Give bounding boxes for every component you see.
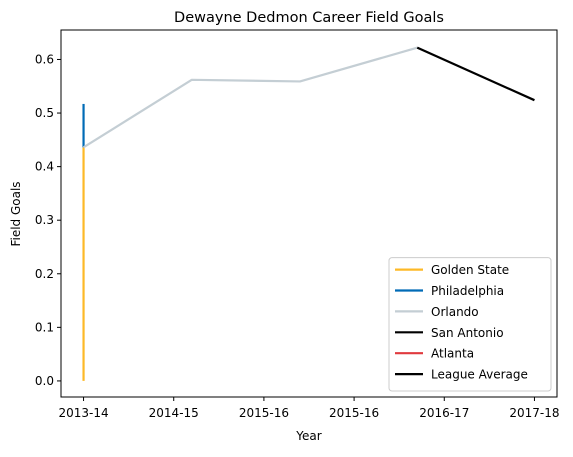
x-tick-label: 2015-16 [329, 406, 379, 420]
x-tick-label: 2013-14 [58, 406, 108, 420]
chart-title: Dewayne Dedmon Career Field Goals [174, 10, 444, 26]
plot-frame [60, 29, 558, 398]
legend-label-philadelphia: Philadelphia [431, 284, 504, 298]
y-tick-label: 0.0 [35, 374, 54, 388]
y-tick-label: 0.1 [35, 320, 54, 334]
x-tick-label: 2017-18 [509, 406, 559, 420]
legend-label-atlanta: Atlanta [431, 347, 474, 361]
legend-label-orlando: Orlando [431, 305, 479, 319]
legend-label-san-antonio: San Antonio [431, 326, 504, 340]
y-tick-label: 0.5 [35, 106, 54, 120]
legend-box [388, 257, 552, 392]
y-tick-label: 0.6 [35, 52, 54, 66]
y-tick-label: 0.2 [35, 267, 54, 281]
y-axis-label: Field Goals [9, 181, 23, 246]
x-axis-label: Year [295, 429, 321, 443]
x-tick-label: 2016-17 [419, 406, 469, 420]
x-tick-label: 2014-15 [149, 406, 199, 420]
x-tick-label: 2015-16 [239, 406, 289, 420]
series-line-san-antonio [416, 46, 535, 102]
y-tick-label: 0.3 [35, 213, 54, 227]
series-line-orlando [82, 46, 418, 149]
legend: Golden State Philadelphia Orlando San Anton… [388, 257, 552, 392]
legend-label-golden-state: Golden State [431, 263, 509, 277]
legend-label-league-average: League Average [431, 368, 528, 382]
y-tick-label: 0.4 [35, 160, 54, 174]
